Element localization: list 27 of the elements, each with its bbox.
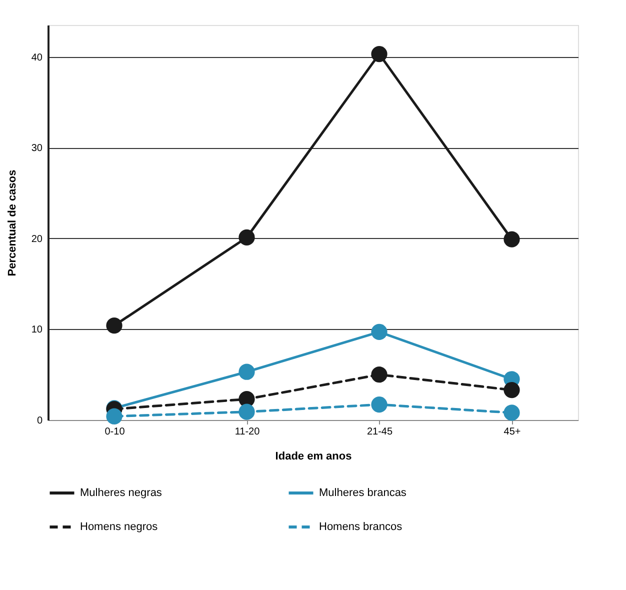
y-tick-label: 10	[31, 324, 43, 336]
point	[371, 396, 388, 413]
point	[371, 46, 388, 62]
y-tick-label: 20	[31, 234, 43, 245]
y-axis-title: Percentual de casos	[6, 170, 18, 276]
legend-label: Homens brancos	[319, 521, 403, 533]
x-axis-title: Idade em anos	[275, 450, 352, 462]
point	[371, 366, 388, 383]
legend-label: Homens negros	[80, 521, 158, 533]
point	[504, 231, 520, 248]
x-tick-label: 11-20	[234, 426, 260, 438]
point	[238, 364, 255, 380]
point	[504, 404, 520, 421]
legend-label: Mulheres brancas	[319, 487, 407, 499]
point	[371, 324, 388, 340]
point	[504, 382, 520, 398]
point	[106, 318, 122, 334]
y-tick-label: 40	[31, 52, 43, 64]
point	[238, 404, 255, 420]
x-tick-label: 21-45	[366, 426, 393, 438]
x-tick-label: 45+	[504, 426, 521, 438]
y-tick-label: 30	[31, 143, 43, 154]
point	[238, 229, 255, 246]
point	[106, 408, 122, 424]
y-tick-label: 0	[36, 416, 43, 426]
x-tick-label: 0-10	[104, 426, 126, 438]
legend-label: Mulheres negras	[80, 487, 162, 499]
